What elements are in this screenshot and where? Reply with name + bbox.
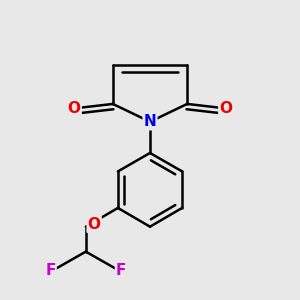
Text: O: O bbox=[68, 101, 81, 116]
Text: N: N bbox=[144, 114, 156, 129]
Text: F: F bbox=[116, 262, 126, 278]
Text: F: F bbox=[45, 262, 56, 278]
Text: O: O bbox=[88, 217, 100, 232]
Text: O: O bbox=[219, 101, 232, 116]
